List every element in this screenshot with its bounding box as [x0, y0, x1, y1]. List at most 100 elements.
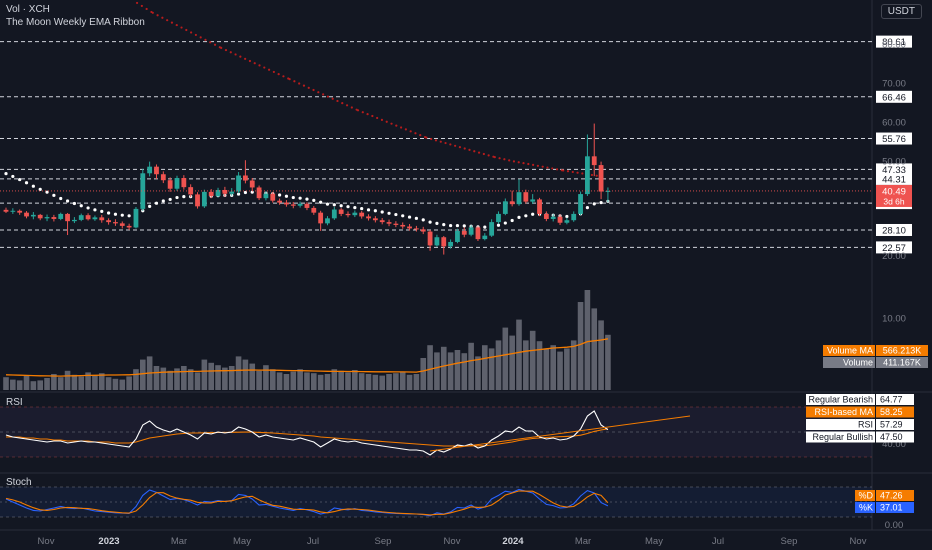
red-dot — [536, 164, 539, 167]
ema-dot — [107, 211, 111, 215]
rsi-legend-name-bg — [806, 394, 875, 405]
stoch-legend-name: %K — [859, 503, 873, 513]
level-label-bg — [876, 35, 912, 48]
candle-body — [243, 175, 248, 181]
volume-bar — [133, 369, 139, 390]
volume-bar — [269, 369, 276, 390]
red-dot — [590, 173, 594, 177]
candle-body — [304, 203, 310, 208]
volume-bar — [3, 377, 9, 390]
volume-bar — [598, 320, 604, 390]
candle-body — [133, 208, 139, 228]
red-dot — [239, 55, 242, 58]
rsi-legend-name: Regular Bullish — [812, 432, 873, 442]
red-dot — [522, 162, 525, 165]
red-dot — [425, 136, 428, 139]
volume-bar — [57, 377, 64, 390]
red-dot — [493, 156, 496, 159]
candle-body — [564, 220, 570, 223]
red-dot — [399, 126, 403, 129]
ema-dot — [414, 216, 418, 220]
ema-dot — [332, 203, 336, 207]
red-dot — [356, 109, 360, 112]
red-dot — [350, 106, 353, 109]
rsi-legend-name: RSI-based MA — [814, 407, 873, 417]
candle-body — [509, 201, 515, 205]
ema-dot — [353, 206, 357, 210]
red-dot — [267, 68, 271, 71]
red-dot — [463, 147, 466, 150]
red-dot — [566, 170, 570, 173]
ema-dot — [4, 172, 8, 176]
candle-body — [167, 180, 173, 189]
candle-body — [270, 193, 276, 201]
candle-body — [489, 222, 495, 236]
red-dot — [512, 160, 516, 163]
red-dot — [199, 36, 202, 39]
ema-dot — [161, 199, 165, 203]
red-dot — [213, 43, 217, 46]
candle-body — [249, 180, 255, 188]
rsi-legend-value: 47.50 — [880, 432, 903, 442]
candle-body — [147, 166, 153, 174]
ema-dot — [79, 204, 83, 208]
red-dot — [145, 7, 148, 11]
last-price-bg — [876, 184, 912, 207]
candle-body — [523, 192, 529, 202]
volume-bar — [51, 374, 57, 390]
rsi-legend-name-bg — [806, 431, 875, 443]
volume-bar — [228, 366, 235, 390]
ema-dot — [449, 223, 453, 228]
ema-dot — [24, 181, 29, 185]
stoch-legend-value: 37.01 — [880, 503, 903, 513]
ema-dot — [387, 211, 391, 215]
time-tick-label: Jul — [712, 536, 724, 547]
volume-bar — [591, 308, 598, 390]
time-tick-label: Mar — [171, 536, 187, 547]
candle-body — [201, 191, 207, 207]
candle-body — [58, 213, 64, 219]
ema-dot — [284, 194, 289, 198]
volume-bar — [16, 380, 23, 390]
time-tick-label: Sep — [375, 536, 392, 547]
volume-bar — [140, 359, 146, 390]
stoch-pane-label: Stoch — [6, 477, 32, 488]
volume-bar — [215, 365, 221, 390]
ema-dot — [592, 202, 596, 206]
ema-dot — [298, 196, 302, 200]
ema-dot — [93, 208, 97, 212]
volume-bar — [30, 381, 37, 390]
volume-bar — [263, 365, 269, 390]
red-dot — [498, 157, 501, 160]
ema-dot — [325, 202, 330, 206]
volume-bar — [427, 345, 433, 390]
candle-body — [318, 212, 324, 224]
candle-body — [78, 215, 84, 220]
level-label: 47.33 — [882, 165, 906, 176]
stoch-legend-value: 47.26 — [880, 491, 903, 501]
volume-bar — [44, 378, 50, 390]
red-dot — [312, 88, 315, 92]
time-tick-label: May — [233, 536, 251, 547]
red-dot — [404, 128, 407, 131]
stoch-legend-name-bg — [855, 502, 875, 513]
candle-body — [290, 204, 296, 206]
volume-bar — [345, 372, 351, 390]
red-dot — [576, 171, 579, 174]
red-dot — [385, 120, 388, 123]
ema-dot — [120, 213, 124, 217]
red-dot — [341, 102, 344, 105]
red-dot — [135, 1, 139, 5]
red-dot — [220, 46, 223, 50]
ema-dot — [291, 195, 295, 200]
candle-body — [557, 216, 563, 223]
volume-bar — [488, 348, 495, 390]
ema-dot — [319, 200, 323, 204]
ema-dot — [366, 208, 371, 212]
volume-bar — [85, 372, 91, 390]
indicator-name[interactable]: The Moon Weekly EMA Ribbon — [6, 17, 145, 28]
time-tick-label: Nov — [38, 536, 55, 547]
currency-button[interactable]: USDT — [880, 4, 922, 19]
symbol-title[interactable]: Vol · XCH — [6, 4, 50, 15]
